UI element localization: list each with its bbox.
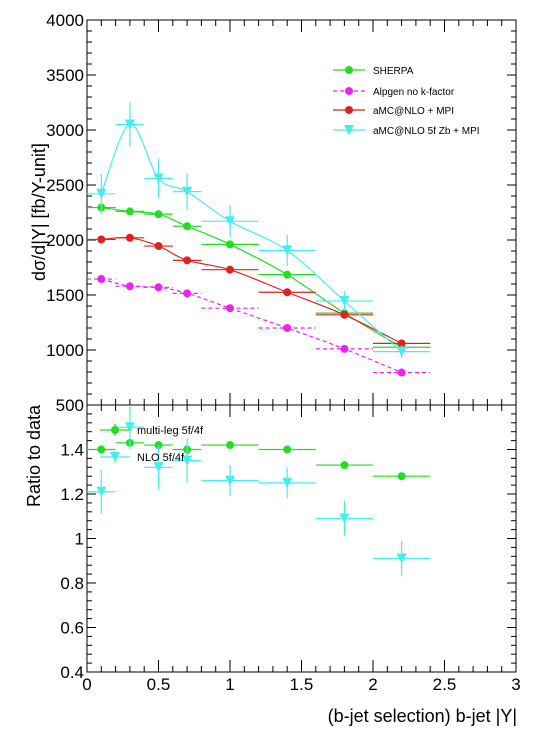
legend-label: SHERPA <box>373 66 414 77</box>
legend-marker <box>111 426 119 434</box>
bottom-y-tick-label: 1.4 <box>60 441 84 460</box>
bottom-y-tick-label: 1.2 <box>60 485 84 504</box>
data-point <box>226 265 234 274</box>
legend-marker <box>110 452 120 462</box>
top-y-tick-label: 1500 <box>46 286 84 305</box>
top-y-ticks: 4000 3500 3000 2500 2000 1500 1000 500 <box>46 11 517 415</box>
top-y-tick-label: 3500 <box>46 66 84 85</box>
top-y-tick-label: 3000 <box>46 121 84 140</box>
data-point <box>153 462 164 473</box>
top-y-tick-label: 1000 <box>46 341 84 360</box>
series-1 <box>87 405 431 577</box>
data-point <box>282 245 293 256</box>
series-0 <box>87 203 431 352</box>
data-point <box>124 119 135 130</box>
data-point <box>125 233 134 242</box>
bottom-y-ticks: 1.4 1.2 1 0.8 0.6 0.4 <box>60 404 516 682</box>
top-y-tick-label: 2500 <box>46 176 84 195</box>
data-point <box>282 477 293 488</box>
data-point <box>182 455 193 466</box>
data-point <box>226 304 234 313</box>
series-line <box>101 278 402 374</box>
top-y-tick-label: 500 <box>56 396 84 415</box>
x-tick-label: 1 <box>225 675 234 694</box>
data-point <box>283 270 292 279</box>
data-point <box>339 296 350 307</box>
data-point <box>125 282 134 291</box>
data-point <box>96 188 107 199</box>
top-panel: 4000 3500 3000 2500 2000 1500 1000 500 dσ/d|Y| … <box>29 11 517 415</box>
legend-label: aMC@NLO 5f Zb + MPI <box>373 126 480 137</box>
data-point <box>183 222 192 231</box>
data-point <box>397 472 406 481</box>
data-point <box>283 288 292 297</box>
series-2 <box>87 233 431 348</box>
x-axis-label: (b-jet selection) b-jet |Y| <box>328 706 517 726</box>
bottom-y-axis-label: Ratio to data <box>24 404 44 507</box>
top-y-axis-label: dσ/d|Y| [fb/Y-unit] <box>29 143 49 281</box>
legend-label: multi-leg 5f/4f <box>137 425 204 437</box>
data-point <box>154 242 163 251</box>
legend-label: NLO 5f/4f <box>137 452 185 464</box>
bottom-x-ticks: 0 0.5 1 1.5 2 2.5 3 <box>82 405 521 694</box>
data-point <box>97 235 106 244</box>
bottom-y-tick-label: 0.8 <box>60 574 84 593</box>
bottom-y-tick-label: 0.4 <box>60 663 84 682</box>
data-point <box>96 486 107 497</box>
legend-label: aMC@NLO + MPI <box>373 106 454 117</box>
data-point <box>340 344 349 353</box>
data-point <box>340 461 349 470</box>
data-point <box>396 346 407 357</box>
data-point <box>225 475 235 486</box>
legend-marker <box>345 106 353 114</box>
data-point <box>124 422 135 433</box>
data-point <box>154 210 163 219</box>
legend-marker <box>345 66 353 74</box>
data-point <box>226 240 234 249</box>
series-line <box>100 123 402 353</box>
top-legend: SHERPA Alpgen no k-factor aMC@NLO + MPI aMC… <box>333 66 480 137</box>
x-tick-label: 3 <box>511 675 520 694</box>
x-tick-label: 2 <box>368 675 377 694</box>
x-tick-label: 2.5 <box>433 675 457 694</box>
data-point <box>397 368 406 377</box>
bottom-panel: 1.4 1.2 1 0.8 0.6 0.4 0 0.5 1 1.5 2 2.5 3 Ratio to … <box>24 404 521 726</box>
series-1 <box>87 275 431 377</box>
bottom-legend: multi-leg 5f/4f NLO 5f/4f <box>100 424 204 464</box>
legend-marker <box>344 125 354 135</box>
series-3 <box>87 102 431 359</box>
data-point <box>283 324 292 332</box>
legend-marker <box>345 87 353 95</box>
data-point <box>97 275 106 284</box>
data-point <box>154 283 163 292</box>
legend-label: Alpgen no k-factor <box>373 87 455 98</box>
bottom-series <box>87 405 431 577</box>
data-point <box>283 445 292 454</box>
data-point <box>339 513 350 524</box>
data-point <box>182 186 193 197</box>
data-point <box>183 256 192 265</box>
data-point <box>153 173 164 184</box>
bottom-y-tick-label: 0.6 <box>60 619 84 638</box>
x-tick-label: 0 <box>82 675 91 694</box>
data-point <box>396 553 407 564</box>
x-tick-label: 1.5 <box>290 675 314 694</box>
top-y-tick-label: 2000 <box>46 231 84 250</box>
data-point <box>225 216 235 227</box>
data-point <box>397 339 406 348</box>
series-line <box>101 236 402 344</box>
x-tick-label: 0.5 <box>147 675 171 694</box>
data-point <box>226 441 234 450</box>
top-y-tick-label: 4000 <box>46 11 84 30</box>
data-point <box>340 310 349 319</box>
data-point <box>97 445 106 454</box>
data-point <box>183 289 192 298</box>
data-point <box>125 207 134 216</box>
top-series <box>87 102 431 377</box>
bottom-y-tick-label: 1 <box>75 530 84 549</box>
